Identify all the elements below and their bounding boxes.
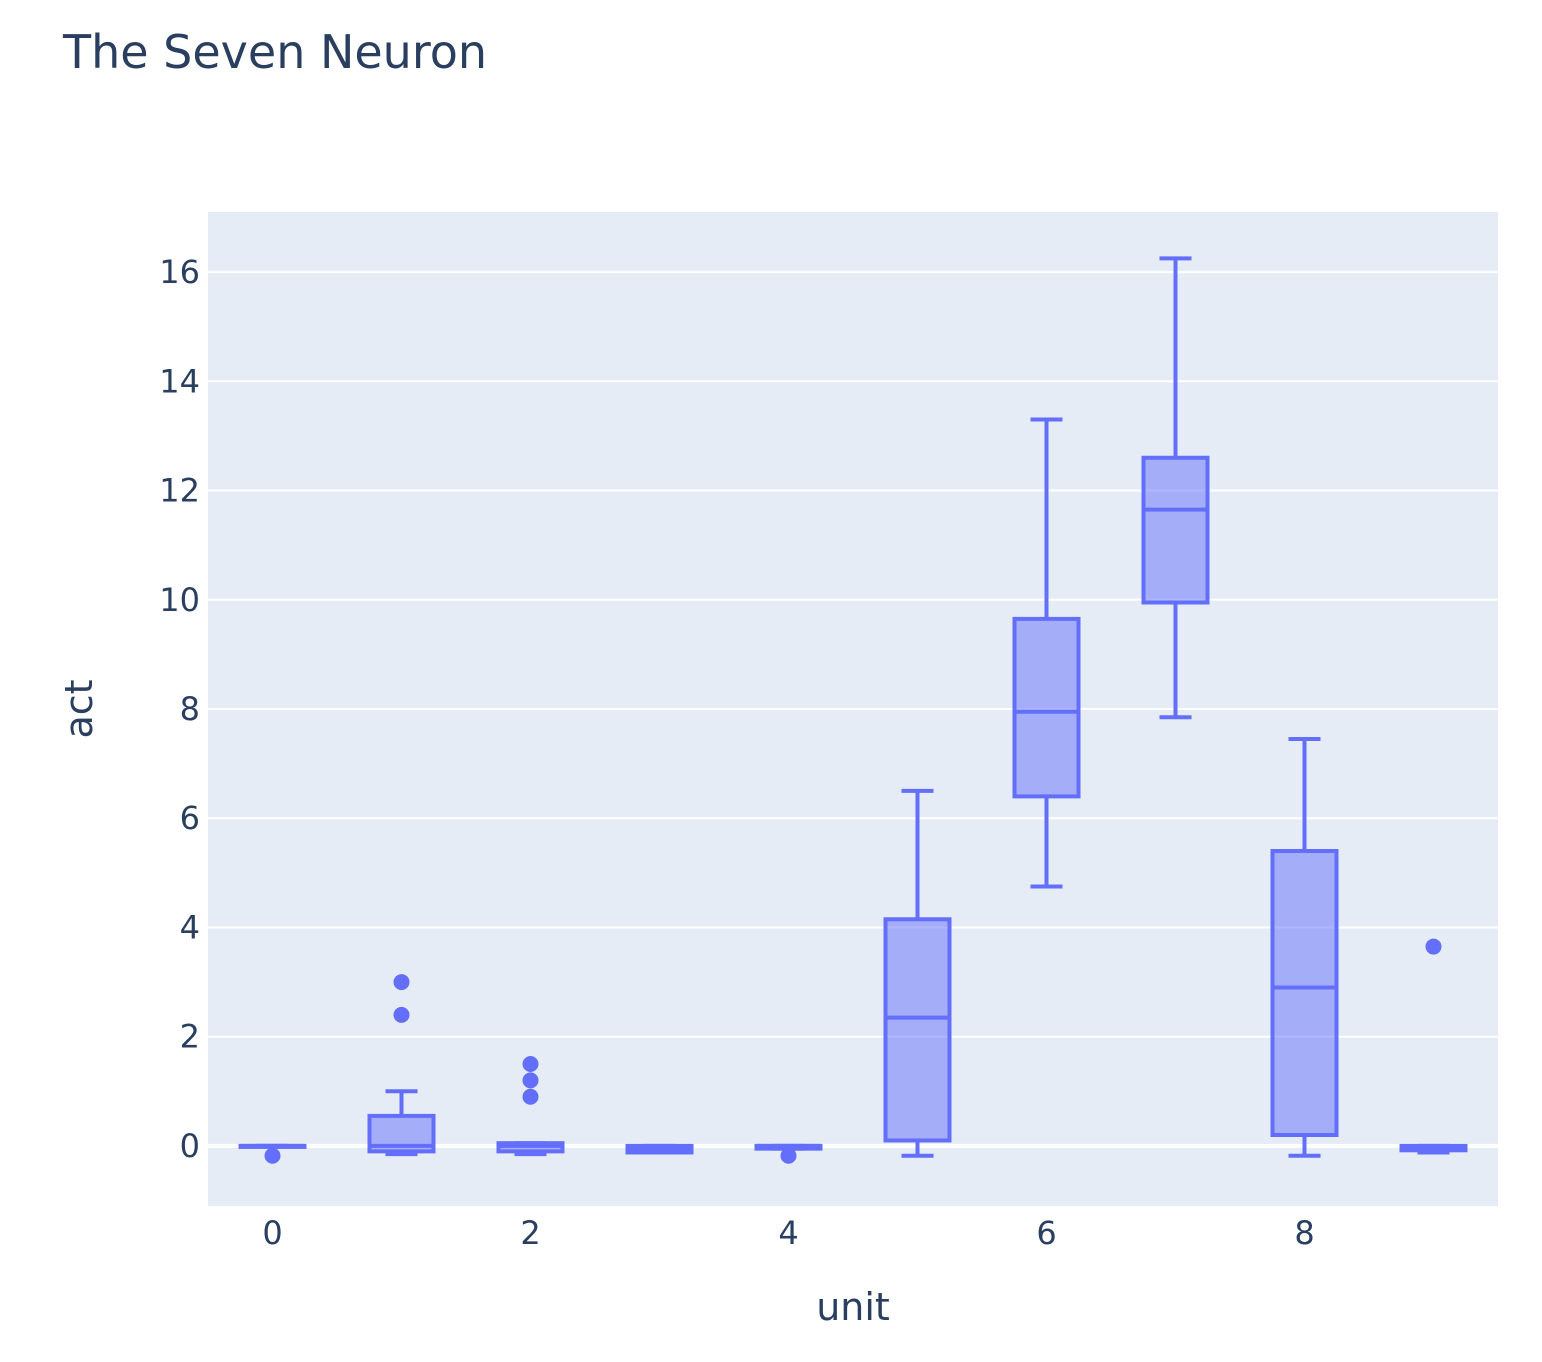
y-tick-label: 8: [180, 690, 200, 728]
box-unit-8: [1270, 737, 1339, 1158]
box-unit-5: [883, 788, 952, 1158]
box-iqr: [1141, 455, 1210, 605]
y-tick-label: 0: [180, 1127, 200, 1165]
outlier-point: [1425, 938, 1442, 955]
y-tick-label: 12: [159, 472, 200, 510]
y-tick-label: 4: [180, 908, 200, 946]
outlier-point: [780, 1147, 797, 1164]
box-unit-7: [1141, 256, 1210, 720]
y-tick-label: 10: [159, 581, 200, 619]
x-tick-label: 2: [520, 1214, 540, 1252]
chart-title: The Seven Neuron: [62, 25, 487, 79]
outlier-point: [522, 1072, 539, 1089]
box-iqr: [883, 917, 952, 1143]
box-iqr: [1270, 849, 1339, 1137]
y-tick-label: 14: [159, 362, 200, 400]
y-axis-title: act: [57, 679, 101, 738]
box-iqr: [1012, 616, 1081, 799]
x-axis-title: unit: [816, 1285, 890, 1329]
outlier-point: [393, 1006, 410, 1023]
x-tick-label: 0: [262, 1214, 282, 1252]
box-unit-0: [238, 1143, 307, 1164]
x-axis-ticks: 0 2 4 6 8: [262, 1214, 1314, 1252]
y-tick-label: 16: [159, 253, 200, 291]
x-tick-label: 4: [778, 1214, 798, 1252]
y-tick-label: 6: [180, 799, 200, 837]
outlier-point: [264, 1147, 281, 1164]
outlier-point: [522, 1088, 539, 1105]
y-tick-label: 2: [180, 1018, 200, 1056]
box-unit-9: [1399, 938, 1468, 1155]
x-tick-label: 6: [1036, 1214, 1056, 1252]
box-unit-2: [496, 1056, 565, 1157]
box-series: [238, 256, 1468, 1164]
outlier-point: [522, 1056, 539, 1072]
outlier-point: [393, 974, 410, 991]
y-axis-ticks: 0 2 4 6 8 10 12 14 16: [159, 253, 200, 1165]
box-unit-6: [1012, 417, 1081, 889]
box-unit-3: [625, 1143, 694, 1155]
x-tick-label: 8: [1294, 1214, 1314, 1252]
box-unit-4: [754, 1143, 823, 1164]
box-unit-1: [367, 974, 436, 1157]
